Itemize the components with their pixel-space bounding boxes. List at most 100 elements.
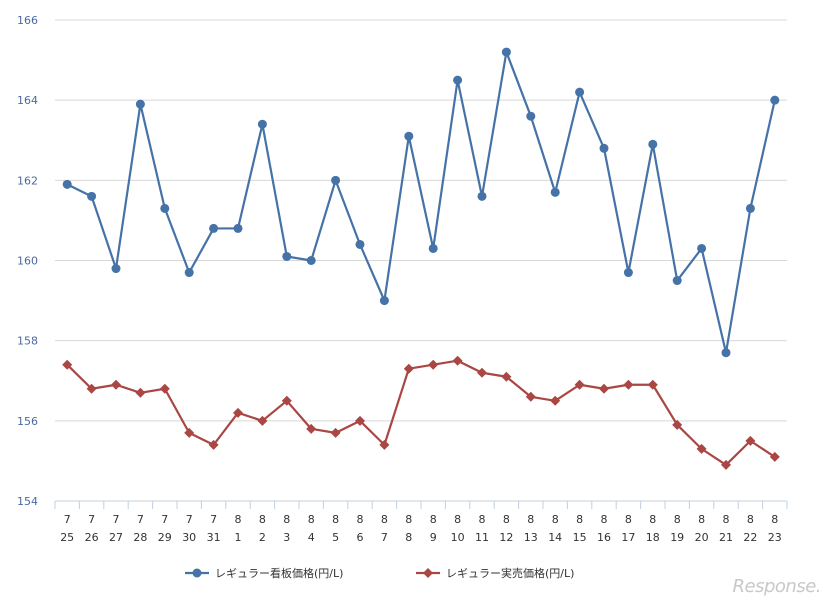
x-tick-label-month: 8: [527, 513, 534, 526]
x-tick-label-month: 7: [210, 513, 217, 526]
x-tick-label-day: 4: [308, 531, 315, 544]
x-tick-label-day: 5: [332, 531, 339, 544]
data-point: [721, 459, 731, 470]
x-tick-label-month: 7: [137, 513, 144, 526]
x-tick-label-day: 10: [451, 531, 465, 544]
x-tick-label-month: 8: [430, 513, 437, 526]
x-tick-label-day: 17: [621, 531, 635, 544]
data-point: [306, 423, 317, 434]
data-point: [550, 187, 560, 197]
x-tick-label-month: 8: [405, 513, 412, 526]
x-tick-label-month: 8: [381, 513, 388, 526]
data-point: [574, 379, 585, 390]
data-point: [623, 379, 634, 390]
data-point: [647, 379, 658, 390]
data-point: [184, 268, 194, 278]
x-tick-label-month: 8: [576, 513, 583, 526]
x-tick-label-month: 8: [503, 513, 510, 526]
data-point: [403, 363, 414, 374]
series-1: [62, 47, 780, 358]
data-point: [184, 427, 195, 438]
x-tick-label-day: 16: [597, 531, 611, 544]
series-2: [62, 355, 780, 470]
data-point: [135, 99, 145, 109]
x-tick-label-month: 8: [747, 513, 754, 526]
x-axis: 7257267277287297307318182838485868788898…: [54, 500, 788, 544]
y-tick-label: 166: [17, 14, 38, 27]
data-point: [355, 415, 365, 426]
x-tick-label-month: 8: [649, 513, 656, 526]
x-tick-label-day: 9: [430, 531, 437, 544]
x-tick-label-day: 1: [235, 531, 242, 544]
x-tick-label-month: 8: [552, 513, 559, 526]
x-tick-label-month: 8: [723, 513, 730, 526]
data-point: [379, 296, 389, 306]
data-point: [526, 111, 536, 121]
data-point: [257, 119, 267, 129]
data-point: [525, 391, 536, 402]
data-point: [160, 203, 170, 213]
x-tick-label-day: 26: [85, 531, 99, 544]
x-tick-label-day: 18: [646, 531, 660, 544]
data-point: [770, 95, 780, 105]
data-point: [721, 348, 731, 358]
data-point: [769, 451, 780, 462]
x-tick-label-month: 8: [235, 513, 242, 526]
x-tick-label-day: 11: [475, 531, 489, 544]
x-tick-label-month: 7: [186, 513, 193, 526]
x-tick-label-day: 8: [405, 531, 412, 544]
legend-label: レギュラー実売価格(円/L): [446, 566, 574, 580]
x-tick-label-day: 28: [133, 531, 147, 544]
x-tick-label-day: 15: [573, 531, 587, 544]
x-tick-label-month: 7: [64, 513, 71, 526]
x-tick-label-month: 8: [601, 513, 608, 526]
x-tick-label-month: 8: [308, 513, 315, 526]
x-tick-label-month: 8: [698, 513, 705, 526]
data-point: [62, 359, 73, 370]
gridlines: [55, 19, 787, 422]
data-point: [648, 139, 658, 149]
legend-label: レギュラー看板価格(円/L): [215, 566, 343, 580]
data-point: [477, 191, 487, 201]
legend: レギュラー看板価格(円/L) レギュラー実売価格(円/L): [185, 566, 574, 580]
data-point: [208, 439, 219, 450]
data-point: [86, 383, 97, 394]
x-tick-label-month: 7: [161, 513, 168, 526]
x-tick-label-day: 27: [109, 531, 123, 544]
y-tick-label: 162: [17, 174, 38, 187]
x-tick-label-month: 8: [283, 513, 290, 526]
data-point: [575, 87, 585, 97]
y-tick-label: 158: [17, 335, 38, 348]
data-point: [355, 239, 365, 249]
series-line: [66, 359, 776, 467]
data-point: [501, 371, 512, 382]
x-tick-label-month: 7: [88, 513, 95, 526]
data-point: [501, 47, 511, 57]
x-tick-label-month: 8: [674, 513, 681, 526]
x-tick-label-month: 8: [625, 513, 632, 526]
x-tick-label-day: 22: [743, 531, 757, 544]
x-tick-label-day: 12: [499, 531, 513, 544]
x-tick-label-day: 2: [259, 531, 266, 544]
y-axis-labels: 154 156 158 160 162 164 166: [17, 14, 38, 508]
watermark-logo: Response.: [732, 576, 822, 597]
x-tick-label-month: 8: [259, 513, 266, 526]
y-tick-label: 164: [17, 94, 38, 107]
data-point: [209, 223, 219, 233]
x-tick-label-day: 20: [695, 531, 709, 544]
data-point: [477, 367, 487, 378]
x-tick-label-day: 3: [283, 531, 290, 544]
legend-diamond-marker: [423, 568, 433, 578]
data-point: [599, 143, 609, 153]
data-point: [111, 264, 121, 274]
data-point: [745, 203, 755, 213]
data-point: [599, 383, 609, 394]
data-point: [233, 407, 243, 418]
x-tick-label-day: 23: [768, 531, 782, 544]
data-point: [159, 383, 170, 394]
y-tick-label: 154: [17, 495, 38, 508]
series-line: [66, 50, 776, 354]
x-tick-label-day: 14: [548, 531, 562, 544]
x-tick-label-month: 8: [454, 513, 461, 526]
